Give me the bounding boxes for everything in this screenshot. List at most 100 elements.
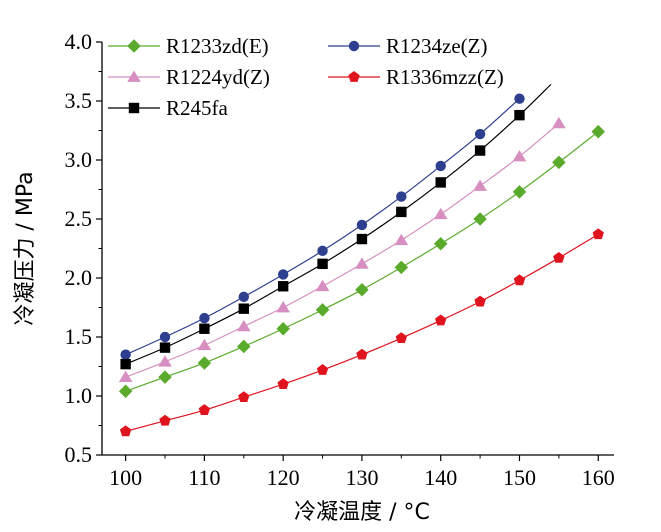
data-point: [396, 206, 407, 218]
series-r1336mzz-z-: [119, 228, 604, 437]
series-line: [125, 122, 560, 378]
legend-marker: [127, 39, 141, 53]
legend: R1233zd(E) R1234ze(Z) R1224yd(Z) R1336mzz(Z…: [108, 34, 504, 120]
series-r1224yd-z-: [118, 116, 566, 382]
data-point: [433, 207, 448, 220]
data-point: [474, 295, 486, 307]
legend-item: R1234ze(Z): [328, 34, 487, 58]
data-point: [435, 160, 446, 172]
y-axis-title: 冷凝压力 / MPa: [13, 171, 38, 325]
data-point: [394, 233, 409, 246]
data-point: [276, 321, 290, 336]
y-tick-label: 1.0: [65, 383, 93, 408]
x-tick-label: 140: [424, 465, 457, 490]
y-tick-label: 3.0: [65, 147, 93, 172]
data-point: [473, 179, 487, 191]
data-point: [514, 109, 525, 121]
data-point: [356, 233, 368, 245]
data-point: [513, 274, 526, 286]
legend-item: R1336mzz(Z): [328, 65, 504, 89]
data-point: [317, 258, 328, 270]
data-point: [158, 355, 172, 367]
legend-marker: [128, 102, 140, 114]
x-axis-title: 冷凝温度 / °C: [294, 500, 430, 525]
y-tick-label: 4.0: [65, 29, 93, 54]
series-r1233zd-e-: [118, 124, 606, 399]
data-point: [120, 358, 131, 370]
x-tick-label: 110: [188, 465, 220, 490]
data-point: [552, 116, 566, 129]
data-point: [120, 349, 131, 360]
data-point: [158, 370, 172, 384]
legend-marker: [127, 70, 141, 82]
data-point: [355, 257, 369, 269]
legend-marker: [348, 71, 360, 82]
data-point: [435, 314, 447, 326]
data-point: [276, 301, 290, 313]
y-tick-label: 1.5: [65, 324, 93, 349]
legend-item: R1224yd(Z): [108, 65, 270, 89]
data-point: [198, 404, 211, 415]
data-point: [315, 279, 330, 292]
data-point: [159, 342, 171, 353]
legend-label: R1234ze(Z): [386, 34, 487, 58]
y-axis-ticks: 0.5 1.0 1.5 2.0 2.5 3.0 3.5 4.0: [65, 29, 102, 467]
data-point: [473, 212, 487, 226]
data-point: [592, 228, 604, 240]
data-point: [159, 331, 171, 343]
data-point: [474, 145, 486, 156]
series-r245fa: [120, 83, 552, 370]
data-point: [514, 93, 525, 104]
data-point: [316, 364, 329, 375]
data-point: [118, 370, 133, 382]
data-point: [199, 312, 210, 324]
data-point: [197, 356, 212, 370]
legend-label: R1224yd(Z): [166, 65, 270, 89]
data-point: [236, 319, 251, 332]
data-point: [119, 425, 132, 437]
x-tick-label: 120: [267, 465, 300, 490]
data-point: [394, 260, 409, 275]
x-tick-label: 100: [109, 465, 142, 490]
data-point: [238, 291, 249, 303]
data-point: [315, 303, 330, 317]
data-point: [277, 378, 289, 390]
data-point: [238, 303, 249, 314]
data-point: [118, 384, 133, 399]
series-r1234ze-z-: [120, 93, 525, 360]
y-tick-label: 2.0: [65, 265, 93, 290]
series-layer: [118, 83, 606, 437]
series-line: [125, 83, 552, 365]
data-point: [395, 332, 408, 344]
data-point: [356, 348, 368, 360]
data-point: [591, 124, 606, 139]
data-point: [433, 237, 448, 251]
x-axis-ticks: 100 110 120 130 140 150 160: [109, 455, 615, 490]
data-point: [199, 323, 210, 334]
data-point: [317, 245, 328, 257]
y-tick-label: 2.5: [65, 206, 93, 231]
legend-item: R1233zd(E): [108, 34, 269, 58]
legend-label: R1336mzz(Z): [386, 65, 504, 89]
y-tick-label: 3.5: [65, 88, 93, 113]
legend-label: R245fa: [166, 96, 229, 120]
data-point: [237, 339, 251, 354]
data-point: [435, 177, 446, 188]
x-tick-label: 160: [582, 465, 615, 490]
data-point: [396, 191, 407, 202]
y-tick-label: 0.5: [65, 442, 93, 467]
data-point: [238, 391, 250, 403]
data-point: [512, 185, 527, 199]
data-point: [553, 251, 565, 263]
data-point: [277, 269, 289, 280]
legend-marker: [348, 40, 360, 52]
legend-item: R245fa: [108, 96, 229, 120]
data-point: [277, 281, 289, 292]
legend-label: R1233zd(E): [166, 34, 269, 58]
data-point: [356, 219, 368, 231]
data-point: [159, 414, 171, 426]
data-point: [197, 338, 212, 351]
data-point: [474, 128, 486, 140]
data-point: [512, 149, 527, 162]
